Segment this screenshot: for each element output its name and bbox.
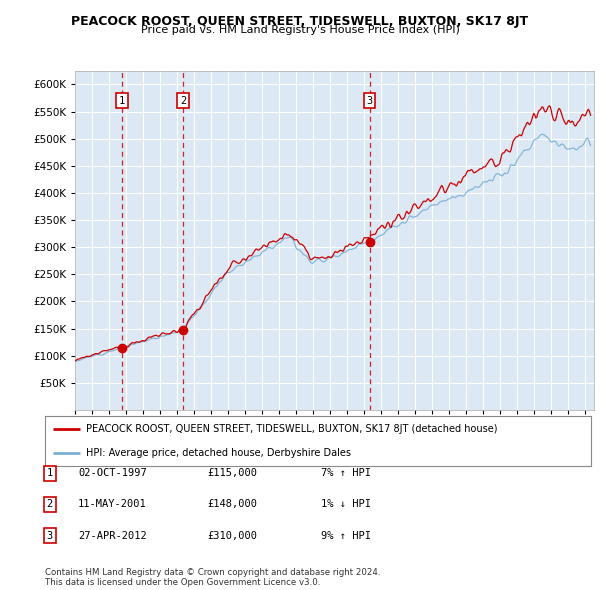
Text: 1: 1	[47, 468, 53, 478]
Text: Price paid vs. HM Land Registry's House Price Index (HPI): Price paid vs. HM Land Registry's House …	[140, 25, 460, 35]
Text: HPI: Average price, detached house, Derbyshire Dales: HPI: Average price, detached house, Derb…	[86, 448, 351, 458]
Text: 02-OCT-1997: 02-OCT-1997	[78, 468, 147, 478]
Text: £310,000: £310,000	[207, 531, 257, 540]
Text: 11-MAY-2001: 11-MAY-2001	[78, 500, 147, 509]
Text: PEACOCK ROOST, QUEEN STREET, TIDESWELL, BUXTON, SK17 8JT (detached house): PEACOCK ROOST, QUEEN STREET, TIDESWELL, …	[86, 424, 497, 434]
Text: £148,000: £148,000	[207, 500, 257, 509]
Text: 27-APR-2012: 27-APR-2012	[78, 531, 147, 540]
Text: £115,000: £115,000	[207, 468, 257, 478]
Text: 3: 3	[367, 96, 373, 106]
Text: PEACOCK ROOST, QUEEN STREET, TIDESWELL, BUXTON, SK17 8JT: PEACOCK ROOST, QUEEN STREET, TIDESWELL, …	[71, 15, 529, 28]
Text: Contains HM Land Registry data © Crown copyright and database right 2024.
This d: Contains HM Land Registry data © Crown c…	[45, 568, 380, 587]
Text: 2: 2	[47, 500, 53, 509]
Text: 1% ↓ HPI: 1% ↓ HPI	[321, 500, 371, 509]
Text: 1: 1	[119, 96, 125, 106]
Text: 2: 2	[180, 96, 187, 106]
Text: 9% ↑ HPI: 9% ↑ HPI	[321, 531, 371, 540]
Text: 7% ↑ HPI: 7% ↑ HPI	[321, 468, 371, 478]
Text: 3: 3	[47, 531, 53, 540]
